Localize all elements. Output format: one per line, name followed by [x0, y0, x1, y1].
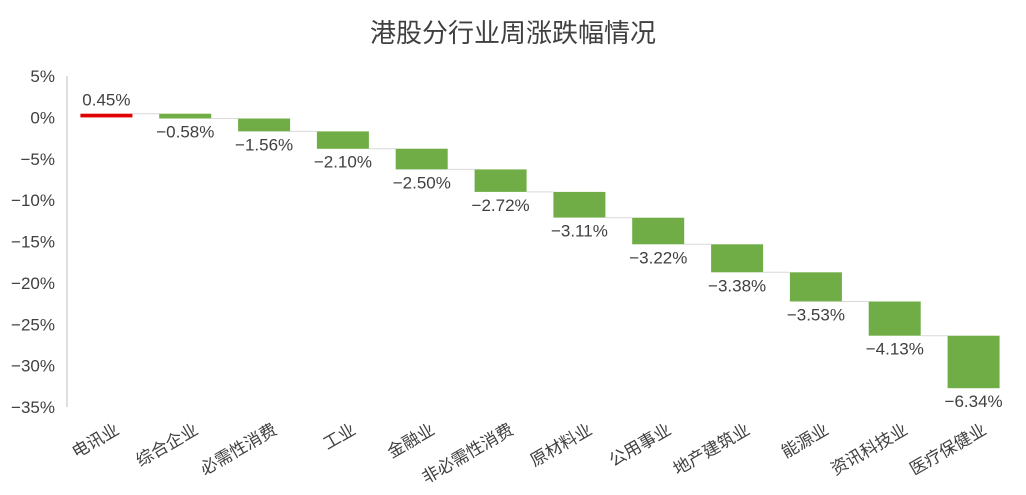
- y-tick-label: 5%: [30, 67, 55, 86]
- data-label: −1.56%: [235, 135, 293, 154]
- connector-lines: [132, 113, 948, 337]
- y-axis-ticks: 5% 0% −5% −10% −15% −20% −25% −30% −35%: [11, 67, 55, 417]
- x-tick-label: 地产建筑业: [670, 420, 754, 480]
- x-tick-label: 公用事业: [606, 420, 675, 471]
- data-label: −0.58%: [156, 123, 214, 142]
- x-tick-label: 资讯科技业: [828, 420, 912, 480]
- bar: [395, 148, 448, 170]
- bar: [947, 335, 1000, 389]
- data-label: −6.34%: [945, 392, 1003, 411]
- y-tick-label: −10%: [11, 191, 55, 210]
- chart-title: 港股分行业周涨跌幅情况: [370, 19, 656, 49]
- data-labels: 0.45% −0.58% −1.56% −2.10% −2.50% −2.72% −3.11…: [82, 91, 1002, 411]
- x-tick-label: 电讯业: [69, 420, 123, 463]
- bar: [632, 217, 685, 245]
- data-label: −3.38%: [708, 276, 766, 295]
- y-tick-label: −30%: [11, 357, 55, 376]
- x-tick-label: 原材料业: [527, 420, 596, 471]
- bar: [316, 131, 369, 149]
- data-label: −3.11%: [551, 222, 608, 241]
- bar: [80, 113, 133, 118]
- y-tick-label: −20%: [11, 274, 55, 293]
- y-tick-label: −5%: [21, 150, 56, 169]
- bar: [789, 272, 842, 302]
- y-tick-label: −15%: [11, 233, 55, 252]
- data-label: −2.72%: [472, 196, 530, 215]
- bar: [868, 301, 921, 336]
- data-label: −3.53%: [787, 306, 845, 325]
- bar: [711, 244, 764, 273]
- data-label: −4.13%: [866, 340, 924, 359]
- bars: [80, 113, 1000, 389]
- y-tick-label: −35%: [11, 398, 55, 417]
- bar: [474, 169, 527, 192]
- data-label: −3.22%: [629, 248, 687, 267]
- x-tick-label: 医疗保健业: [906, 420, 990, 480]
- x-tick-label: 金融业: [384, 420, 438, 463]
- y-tick-label: −25%: [11, 315, 55, 334]
- x-tick-label: 工业: [320, 420, 359, 454]
- data-label: 0.45%: [82, 91, 130, 110]
- x-tick-label: 综合企业: [133, 420, 202, 471]
- bar: [553, 191, 606, 218]
- data-label: −2.10%: [314, 153, 372, 172]
- x-tick-label: 能源业: [778, 420, 832, 463]
- data-label: −2.50%: [393, 173, 451, 192]
- x-tick-label: 必需性消费: [197, 420, 281, 480]
- y-tick-label: 0%: [30, 108, 55, 127]
- bar: [238, 118, 291, 132]
- bar: [159, 113, 212, 119]
